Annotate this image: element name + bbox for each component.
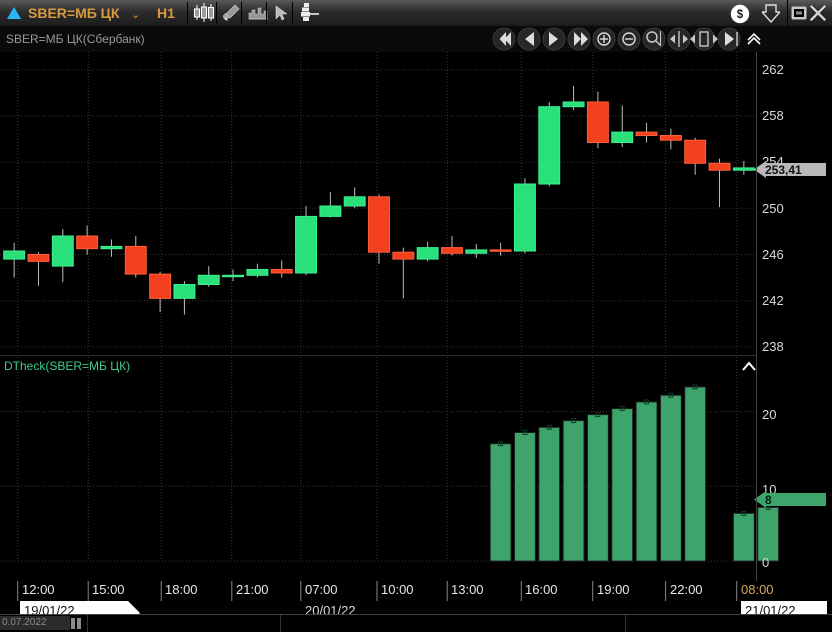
svg-text:$: $ (737, 9, 744, 21)
